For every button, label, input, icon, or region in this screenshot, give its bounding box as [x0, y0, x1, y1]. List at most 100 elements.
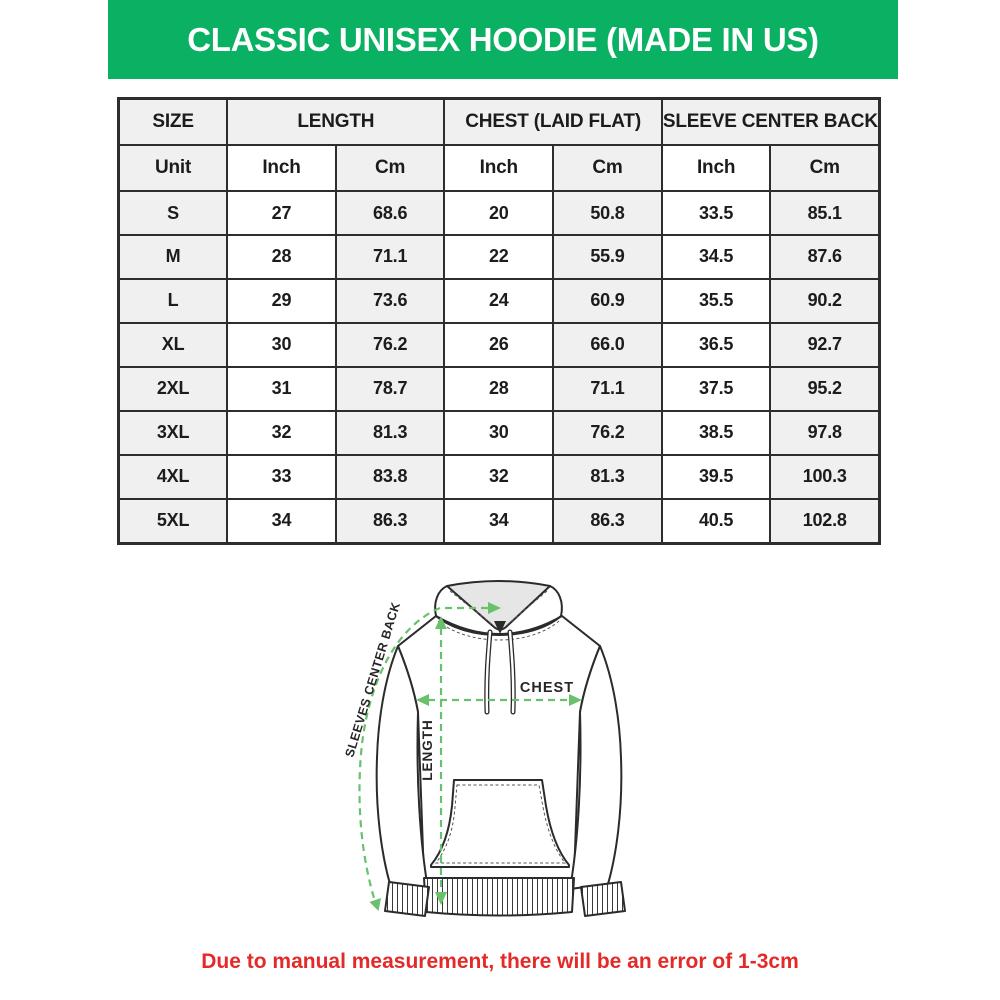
size-value: 5XL: [117, 497, 229, 545]
sleeve-inch-value: 36.5: [660, 321, 772, 368]
length-inch-value: 31: [226, 365, 337, 412]
chest-cm-value: 66.0: [552, 321, 663, 368]
length-inch-value: 28: [226, 234, 337, 280]
chest-inch-value: 22: [443, 234, 555, 280]
sleeve-measure-line: [358, 602, 501, 911]
size-value: M: [117, 234, 229, 280]
arrowhead-down-icon: [369, 898, 381, 911]
chest-cm-value: 60.9: [552, 277, 663, 324]
col-header-length: LENGTH: [226, 97, 446, 147]
sleeve-inch-value: 37.5: [660, 365, 772, 412]
sleeve-cm-value: 90.2: [769, 277, 881, 324]
length-cm-value: 86.3: [334, 497, 446, 545]
size-value: 3XL: [117, 409, 229, 456]
hood: [434, 580, 563, 641]
table-row-4xl: 4XL 33 83.8 32 81.3 39.5 100.3: [117, 453, 881, 500]
length-inch-value: 30: [226, 321, 337, 368]
length-inch-value: 34: [226, 497, 337, 545]
size-chart-table: SIZE LENGTH CHEST (LAID FLAT) SLEEVE CEN…: [117, 97, 881, 545]
chest-measure-line: [416, 694, 582, 706]
chest-cm-value: 71.1: [552, 365, 663, 412]
waistband: [423, 877, 575, 917]
table-row-3xl: 3XL 32 81.3 30 76.2 38.5 97.8: [117, 409, 881, 456]
group-header-row: SIZE LENGTH CHEST (LAID FLAT) SLEEVE CEN…: [117, 97, 881, 147]
size-value: L: [117, 277, 229, 324]
sleeve-cm-value: 95.2: [769, 365, 881, 412]
length-cm-value: 78.7: [334, 365, 446, 412]
table-row-xl: XL 30 76.2 26 66.0 36.5 92.7: [117, 321, 881, 368]
sleeve-inch-value: 38.5: [660, 409, 772, 456]
arrowhead-down-icon: [435, 892, 447, 905]
length-inch-value: 32: [226, 409, 337, 456]
unit-label: Unit: [117, 144, 229, 193]
length-measure-label: LENGTH: [420, 719, 435, 781]
table-row-5xl: 5XL 34 86.3 34 86.3 40.5 102.8: [117, 497, 881, 545]
length-inch-value: 27: [226, 190, 337, 237]
chest-inch-value: 28: [443, 365, 555, 412]
chest-inch-value: 34: [443, 497, 555, 545]
chest-inch-value: 24: [443, 277, 555, 324]
length-cm-value: 81.3: [334, 409, 446, 456]
size-value: S: [117, 190, 229, 237]
length-cm-value: 76.2: [334, 321, 446, 368]
size-chart-container: SIZE LENGTH CHEST (LAID FLAT) SLEEVE CEN…: [117, 97, 881, 545]
sleeve-inch-value: 34.5: [660, 234, 772, 280]
sleeve-inch-value: 33.5: [660, 190, 772, 237]
sleeve-inch-value: 39.5: [660, 453, 772, 500]
sleeve-cm-value: 92.7: [769, 321, 881, 368]
table-row-2xl: 2XL 31 78.7 28 71.1 37.5 95.2: [117, 365, 881, 412]
arrowhead-up-icon: [435, 616, 447, 629]
sleeve-cm-value: 100.3: [769, 453, 881, 500]
chest-inch-header: Inch: [443, 144, 555, 193]
chest-inch-value: 20: [443, 190, 555, 237]
title-banner: CLASSIC UNISEX HOODIE (MADE IN US): [108, 0, 898, 79]
length-cm-value: 83.8: [334, 453, 446, 500]
length-cm-value: 73.6: [334, 277, 446, 324]
table-row-s: S 27 68.6 20 50.8 33.5 85.1: [117, 190, 881, 237]
chest-cm-value: 55.9: [552, 234, 663, 280]
sleeve-inch-header: Inch: [660, 144, 772, 193]
hoodie-measurement-diagram: CHEST LENGTH SLEEVES CENTER BACK: [330, 564, 680, 946]
col-header-chest: CHEST (LAID FLAT): [443, 97, 663, 147]
right-cuff: [580, 881, 626, 917]
sleeve-cm-header: Cm: [769, 144, 881, 193]
length-inch-value: 29: [226, 277, 337, 324]
chest-cm-header: Cm: [552, 144, 663, 193]
length-cm-header: Cm: [334, 144, 446, 193]
sleeve-cm-value: 102.8: [769, 497, 881, 545]
chest-inch-value: 30: [443, 409, 555, 456]
unit-header-row: Unit Inch Cm Inch Cm Inch Cm: [117, 144, 881, 193]
length-cm-value: 71.1: [334, 234, 446, 280]
chest-cm-value: 50.8: [552, 190, 663, 237]
drawstrings: [484, 629, 516, 715]
measurement-error-note: Due to manual measurement, there will be…: [201, 950, 799, 973]
col-header-sleeve: SLEEVE CENTER BACK: [660, 97, 881, 147]
length-inch-header: Inch: [226, 144, 337, 193]
col-header-size: SIZE: [117, 97, 229, 147]
page-title: CLASSIC UNISEX HOODIE (MADE IN US): [187, 20, 819, 58]
arrowhead-right-icon: [569, 694, 582, 706]
left-cuff: [384, 881, 430, 917]
sleeve-cm-value: 85.1: [769, 190, 881, 237]
sleeve-inch-value: 35.5: [660, 277, 772, 324]
chest-cm-value: 76.2: [552, 409, 663, 456]
kangaroo-pocket: [430, 779, 570, 868]
chest-measure-label: CHEST: [520, 680, 574, 696]
arrowhead-left-icon: [416, 694, 429, 706]
arrowhead-right-icon: [488, 602, 501, 614]
size-value: 2XL: [117, 365, 229, 412]
sleeve-cm-value: 87.6: [769, 234, 881, 280]
chest-cm-value: 81.3: [552, 453, 663, 500]
length-measure-line: [435, 616, 447, 905]
chest-inch-value: 32: [443, 453, 555, 500]
size-value: 4XL: [117, 453, 229, 500]
table-row-m: M 28 71.1 22 55.9 34.5 87.6: [117, 234, 881, 280]
size-value: XL: [117, 321, 229, 368]
table-row-l: L 29 73.6 24 60.9 35.5 90.2: [117, 277, 881, 324]
chest-cm-value: 86.3: [552, 497, 663, 545]
sleeve-cm-value: 97.8: [769, 409, 881, 456]
sleeve-inch-value: 40.5: [660, 497, 772, 545]
length-inch-value: 33: [226, 453, 337, 500]
chest-inch-value: 26: [443, 321, 555, 368]
